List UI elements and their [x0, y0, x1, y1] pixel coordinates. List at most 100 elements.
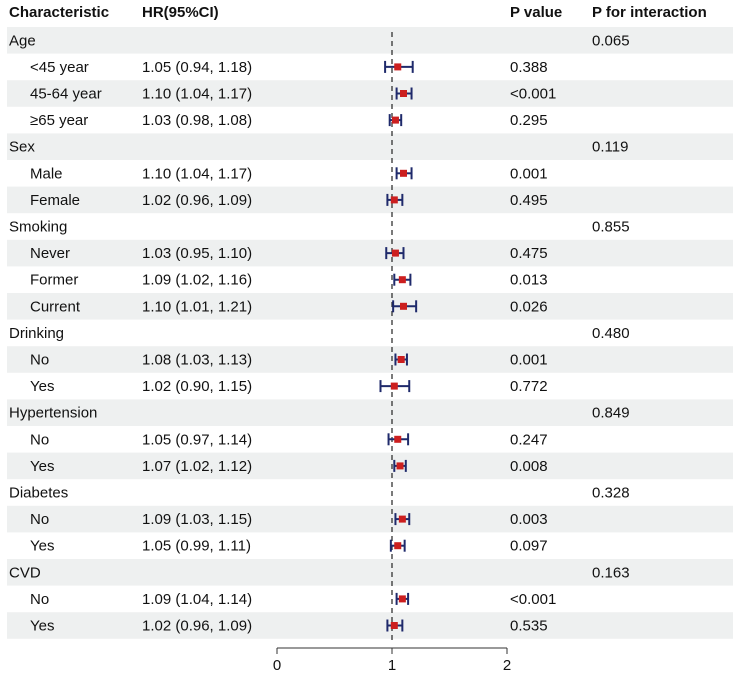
hr-point	[400, 302, 407, 310]
row-stripe	[7, 399, 733, 426]
hr-ci-text: 1.07 (1.02, 1.12)	[142, 458, 252, 475]
p-interaction-value: 0.480	[592, 325, 630, 342]
hr-point	[394, 435, 402, 443]
group-label: CVD	[9, 564, 41, 581]
hr-point	[394, 542, 402, 550]
hr-ci-text: 1.10 (1.04, 1.17)	[142, 86, 252, 103]
subgroup-label: ≥65 year	[30, 112, 88, 129]
p-value: 0.001	[510, 165, 548, 182]
hr-point	[400, 90, 407, 97]
ci-mark	[384, 60, 414, 73]
hr-point	[394, 63, 402, 71]
header-p-value: P value	[510, 4, 562, 21]
hr-ci-text: 1.05 (0.99, 1.11)	[142, 538, 251, 555]
row-stripe	[7, 80, 733, 107]
hr-point	[397, 356, 405, 363]
p-value: 0.772	[510, 378, 548, 395]
hr-point	[398, 595, 406, 603]
hr-ci-text: 1.05 (0.94, 1.18)	[142, 59, 252, 76]
p-interaction-value: 0.855	[592, 219, 630, 236]
table-header: Characteristic HR(95%CI) P value P for i…	[9, 4, 707, 21]
subgroup-label: 45-64 year	[30, 86, 102, 103]
ci-mark	[392, 300, 418, 313]
row-stripes	[7, 27, 733, 639]
row-stripe	[7, 346, 733, 373]
p-interaction-value: 0.849	[592, 405, 630, 422]
table-rows: Age 0.065 <45 year 1.05 (0.94, 1.18) 0.388 45…	[9, 32, 630, 634]
subgroup-label: No	[30, 352, 49, 369]
ci-mark	[395, 592, 410, 605]
subgroup-label: Yes	[30, 538, 54, 555]
subgroup-label: No	[30, 511, 49, 528]
row-stripe	[7, 612, 733, 639]
subgroup-label: Yes	[30, 458, 54, 475]
subgroup-label: Male	[30, 165, 63, 182]
hr-ci-text: 1.02 (0.96, 1.09)	[142, 192, 252, 209]
p-value: 0.388	[510, 59, 548, 76]
hr-ci-text: 1.10 (1.04, 1.17)	[142, 165, 252, 182]
p-value: 0.003	[510, 511, 548, 528]
p-interaction-value: 0.328	[592, 485, 630, 502]
subgroup-label: Female	[30, 192, 80, 209]
p-value: 0.247	[510, 431, 548, 448]
hr-point	[391, 116, 399, 124]
ci-mark	[387, 433, 410, 446]
ci-mark	[395, 167, 413, 180]
x-axis: 0 1 2	[273, 647, 511, 674]
row-stripe	[7, 239, 733, 267]
group-label: Drinking	[9, 325, 64, 342]
ci-mark	[388, 114, 403, 127]
p-value: <0.001	[510, 591, 556, 608]
x-tick-label: 2	[503, 657, 511, 674]
group-label: Hypertension	[9, 405, 97, 422]
p-value: 0.001	[510, 352, 548, 369]
p-value: 0.475	[510, 245, 548, 262]
p-value: 0.097	[510, 538, 548, 555]
group-label: Smoking	[9, 219, 67, 236]
header-p-interaction: P for interaction	[592, 4, 707, 21]
row-stripe	[7, 293, 733, 320]
p-value: 0.013	[510, 272, 548, 289]
p-value: 0.535	[510, 618, 548, 635]
hr-ci-text: 1.02 (0.96, 1.09)	[142, 618, 252, 635]
ci-mark	[394, 353, 408, 366]
hr-point	[390, 622, 398, 629]
p-interaction-value: 0.065	[592, 32, 630, 49]
p-value: 0.026	[510, 298, 548, 315]
subgroup-label: No	[30, 591, 49, 608]
subgroup-label: Former	[30, 272, 78, 289]
subgroup-label: Never	[30, 245, 70, 262]
hr-ci-text: 1.08 (1.03, 1.13)	[142, 352, 252, 369]
hr-point	[400, 169, 407, 177]
row-stripe	[7, 559, 733, 586]
group-label: Age	[9, 32, 36, 49]
group-label: Diabetes	[9, 485, 68, 502]
ci-mark	[379, 380, 411, 393]
hr-ci-text: 1.03 (0.95, 1.10)	[142, 245, 252, 262]
hr-point	[396, 462, 404, 470]
ci-mark	[393, 273, 412, 286]
ci-mark	[386, 193, 404, 206]
p-value: 0.295	[510, 112, 548, 129]
hr-ci-text: 1.09 (1.03, 1.15)	[142, 511, 252, 528]
group-label: Sex	[9, 139, 35, 156]
p-value: <0.001	[510, 86, 556, 103]
p-value: 0.495	[510, 192, 548, 209]
row-stripe	[7, 27, 733, 54]
hr-point	[390, 196, 398, 204]
hr-ci-text: 1.05 (0.97, 1.14)	[142, 431, 252, 448]
row-stripe	[7, 452, 733, 480]
subgroup-label: No	[30, 431, 49, 448]
subgroup-label: Current	[30, 298, 81, 315]
hr-point	[390, 382, 398, 390]
p-interaction-value: 0.119	[592, 139, 628, 156]
hr-point	[398, 276, 406, 284]
hr-ci-text: 1.03 (0.98, 1.08)	[142, 112, 252, 129]
hr-ci-text: 1.09 (1.04, 1.14)	[142, 591, 252, 608]
subgroup-label: <45 year	[30, 59, 89, 76]
p-value: 0.008	[510, 458, 548, 475]
p-interaction-value: 0.163	[592, 564, 630, 581]
ci-mark	[385, 247, 405, 260]
x-tick-label: 0	[273, 657, 281, 674]
